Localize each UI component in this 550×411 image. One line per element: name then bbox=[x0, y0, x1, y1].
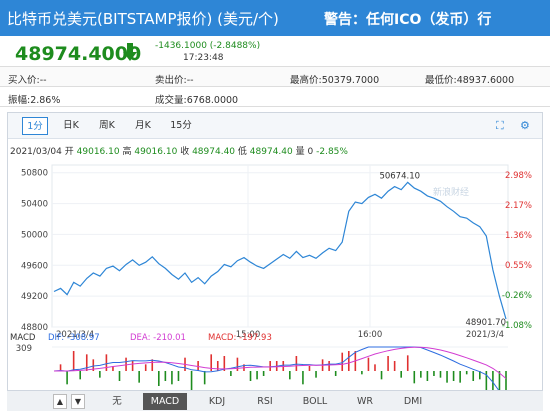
bid-label: 买入价: bbox=[8, 75, 40, 86]
settings-gear-icon[interactable]: ⚙ bbox=[520, 119, 530, 132]
tab-weekly-k[interactable]: 周K bbox=[99, 120, 115, 131]
indicator-wr[interactable]: WR bbox=[357, 396, 373, 407]
scroll-up-button[interactable]: ▲ bbox=[53, 394, 67, 409]
low-value-ohlc: 48974.40 bbox=[249, 147, 293, 157]
x-tick-label: 16:00 bbox=[358, 330, 383, 340]
amplitude-label: 振幅: bbox=[8, 95, 31, 106]
volume-label: 成交量: bbox=[155, 95, 187, 106]
down-arrow-icon bbox=[123, 43, 137, 61]
indicator-boll[interactable]: BOLL bbox=[302, 396, 328, 407]
bid-value: -- bbox=[39, 75, 47, 86]
volume-value-ohlc: 0 bbox=[307, 147, 314, 157]
tab-daily-k[interactable]: 日K bbox=[63, 120, 79, 131]
indicator-dmi[interactable]: DMI bbox=[403, 396, 423, 407]
price-chart[interactable]: 50800 50400 50000 49600 49200 48800 2.98% 2.17%… bbox=[8, 159, 542, 409]
close-label: 收 bbox=[180, 147, 190, 157]
macd-top-tick: 309 bbox=[16, 344, 32, 354]
page-title: 比特币兑美元(BITSTAMP报价) (美元/个) bbox=[7, 10, 279, 28]
ask-value: -- bbox=[186, 75, 194, 86]
x-tick-label: 2021/3/4 bbox=[466, 330, 504, 340]
stats-table: 买入价:-- 卖出价:-- 最高价:50379.7000 最低价:48937.6… bbox=[0, 66, 550, 107]
indicator-none[interactable]: 无 bbox=[112, 396, 122, 407]
quote-panel: 48974.4000 -1436.1000 (-2.8488%) 17:23:4… bbox=[0, 36, 550, 66]
macd-dif-line bbox=[53, 346, 507, 396]
open-value: 49016.10 bbox=[76, 147, 120, 157]
chart-panel: 1分 日K 周K 月K 15分 ⛶ ⚙ 2021/03/04 开 49016.1… bbox=[7, 112, 543, 411]
low-label: 48901.70 bbox=[465, 318, 506, 328]
stats-row: 买入价:-- 卖出价:-- 最高价:50379.7000 最低价:48937.6… bbox=[0, 67, 550, 87]
fullscreen-icon[interactable]: ⛶ bbox=[496, 119, 504, 132]
y-tick-label: 48800 bbox=[21, 323, 48, 333]
indicator-rsi[interactable]: RSI bbox=[257, 396, 273, 407]
stats-row: 振幅:2.86% 成交量:6768.0000 bbox=[0, 87, 550, 107]
title-bar: 比特币兑美元(BITSTAMP报价) (美元/个) 警告：任何ICO（发币）行 bbox=[0, 0, 550, 36]
indicator-bar: ▲ ▼ 无 MACD KDJ RSI BOLL WR DMI bbox=[7, 390, 543, 411]
low-label-ohlc: 低 bbox=[237, 147, 247, 157]
plot-area bbox=[51, 164, 509, 328]
high-label: 最高价: bbox=[290, 75, 322, 86]
indicator-macd[interactable]: MACD bbox=[143, 393, 187, 410]
scroll-down-button[interactable]: ▼ bbox=[71, 394, 85, 409]
macd-value: MACD: -197.93 bbox=[208, 333, 272, 343]
amplitude-value: 2.86% bbox=[30, 95, 61, 106]
current-price: 48974.4000 bbox=[15, 43, 142, 65]
watermark-text: 新浪财经 bbox=[433, 186, 469, 198]
pct-tick-label: 2.98% bbox=[505, 171, 532, 181]
x-tick-label: 2021/3/4 bbox=[56, 330, 94, 340]
x-tick-label: 15:00 bbox=[236, 330, 261, 340]
high-label-ohlc: 高 bbox=[122, 147, 132, 157]
indicator-kdj[interactable]: KDJ bbox=[208, 396, 226, 407]
pct-tick-label: 2.17% bbox=[505, 201, 532, 211]
pct-tick-label: 1.36% bbox=[505, 231, 532, 241]
ask-label: 卖出价: bbox=[155, 75, 187, 86]
tab-15min[interactable]: 15分 bbox=[170, 120, 192, 131]
open-label: 开 bbox=[64, 147, 74, 157]
macd-label: MACD bbox=[10, 333, 36, 343]
low-label: 最低价: bbox=[425, 75, 457, 86]
y-tick-label: 50000 bbox=[21, 230, 48, 240]
pct-tick-label: 0.55% bbox=[505, 261, 532, 271]
tab-monthly-k[interactable]: 月K bbox=[135, 120, 151, 131]
y-tick-label: 50800 bbox=[21, 169, 48, 179]
low-value: 48937.6000 bbox=[456, 75, 515, 86]
close-value: 48974.40 bbox=[192, 147, 236, 157]
volume-label-ohlc: 量 bbox=[295, 147, 305, 157]
high-value: 50379.7000 bbox=[321, 75, 380, 86]
macd-dif: DIF: -308.97 bbox=[48, 333, 100, 343]
macd-dea: DEA: -210.01 bbox=[130, 333, 186, 343]
pct-tick-label: -0.26% bbox=[502, 291, 532, 301]
pct-change: -2.85% bbox=[316, 147, 348, 157]
high-value-ohlc: 49016.10 bbox=[134, 147, 178, 157]
period-tabs: 1分 日K 周K 月K 15分 ⛶ ⚙ bbox=[8, 113, 542, 139]
y-tick-label: 49200 bbox=[21, 292, 48, 302]
macd-dea-line bbox=[53, 346, 507, 379]
warning-banner: 警告：任何ICO（发币）行 bbox=[324, 12, 492, 28]
price-line bbox=[53, 181, 507, 320]
peak-label: 50674.10 bbox=[379, 171, 420, 181]
tab-1min[interactable]: 1分 bbox=[22, 117, 48, 135]
volume-value: 6768.0000 bbox=[186, 95, 239, 106]
pct-tick-label: -1.08% bbox=[502, 321, 532, 331]
ohlc-readout: 2021/03/04 开 49016.10 高 49016.10 收 48974… bbox=[10, 144, 348, 157]
y-tick-label: 50400 bbox=[21, 200, 48, 210]
price-change: -1436.1000 (-2.8488%) bbox=[155, 41, 261, 51]
y-tick-label: 49600 bbox=[21, 261, 48, 271]
quote-time: 17:23:48 bbox=[183, 53, 224, 63]
ohlc-date: 2021/03/04 bbox=[10, 147, 62, 157]
